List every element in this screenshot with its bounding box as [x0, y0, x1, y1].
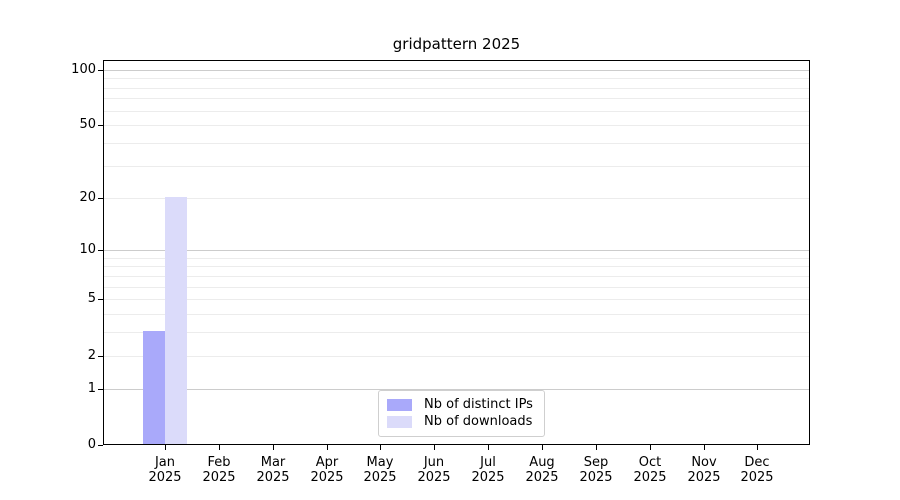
gridline-minor-80 [104, 88, 809, 89]
gridline-minor-60 [104, 111, 809, 112]
x-tick-mark-oct [650, 445, 651, 450]
x-tick-label-nov: Nov 2025 [672, 455, 736, 485]
legend: Nb of distinct IPs Nb of downloads [378, 390, 545, 437]
x-tick-month: May [366, 455, 394, 470]
legend-item-distinct-ips: Nb of distinct IPs [387, 396, 537, 414]
gridline-minor-5 [104, 299, 809, 300]
gridline-minor-9 [104, 258, 809, 259]
x-tick-label-aug: Aug 2025 [510, 455, 574, 485]
y-tick-label-100: 100 [71, 62, 96, 77]
gridline-minor-8 [104, 266, 809, 267]
y-tick-label-1: 1 [87, 381, 96, 396]
gridline-minor-40 [104, 143, 809, 144]
x-tick-label-apr: Apr 2025 [295, 455, 359, 485]
x-tick-month: Dec [744, 455, 770, 470]
bar-nb-of-distinct-ips-jan [143, 331, 165, 444]
x-tick-year: 2025 [579, 470, 613, 485]
x-tick-mark-jan [165, 445, 166, 450]
x-tick-label-may: May 2025 [348, 455, 412, 485]
gridline-minor-2 [104, 356, 809, 357]
legend-swatch-distinct-ips [387, 398, 412, 411]
gridline-minor-70 [104, 98, 809, 99]
gridline-major-100 [104, 70, 809, 71]
gridline-major-10 [104, 250, 809, 251]
x-tick-year: 2025 [633, 470, 667, 485]
chart-title: gridpattern 2025 [392, 35, 521, 53]
x-tick-year: 2025 [525, 470, 559, 485]
legend-swatch-downloads [387, 416, 412, 429]
x-tick-month: Mar [260, 455, 286, 470]
plot-area [103, 60, 810, 445]
x-tick-mark-may [380, 445, 381, 450]
x-tick-label-jun: Jun 2025 [402, 455, 466, 485]
x-tick-month: Jul [480, 455, 496, 470]
y-tick-label-50: 50 [79, 117, 96, 132]
x-tick-mark-aug [542, 445, 543, 450]
gridline-minor-3 [104, 332, 809, 333]
gridline-minor-20 [104, 198, 809, 199]
x-tick-month: Jun [423, 455, 445, 470]
x-tick-year: 2025 [363, 470, 397, 485]
gridlines-layer [104, 61, 809, 444]
x-tick-mark-nov [704, 445, 705, 450]
gridline-minor-30 [104, 166, 809, 167]
x-tick-year: 2025 [471, 470, 505, 485]
x-tick-mark-dec [757, 445, 758, 450]
x-tick-year: 2025 [687, 470, 721, 485]
x-tick-label-jan: Jan 2025 [133, 455, 197, 485]
x-tick-label-oct: Oct 2025 [618, 455, 682, 485]
x-tick-month: Feb [207, 455, 231, 470]
x-tick-month: Aug [529, 455, 555, 470]
legend-label-distinct-ips: Nb of distinct IPs [424, 396, 533, 412]
gridline-minor-90 [104, 78, 809, 79]
x-tick-label-feb: Feb 2025 [187, 455, 251, 485]
bars-layer [104, 61, 809, 444]
y-tick-label-5: 5 [87, 291, 96, 306]
y-tick-label-20: 20 [79, 190, 96, 205]
x-tick-label-dec: Dec 2025 [725, 455, 789, 485]
gridline-major-1 [104, 389, 809, 390]
x-tick-mark-apr [327, 445, 328, 450]
gridline-minor-7 [104, 276, 809, 277]
x-tick-mark-jun [434, 445, 435, 450]
y-tick-label-10: 10 [79, 242, 96, 257]
x-tick-year: 2025 [417, 470, 451, 485]
x-tick-label-jul: Jul 2025 [456, 455, 520, 485]
x-tick-year: 2025 [740, 470, 774, 485]
x-tick-month: Jan [154, 455, 176, 470]
x-tick-year: 2025 [202, 470, 236, 485]
x-tick-year: 2025 [310, 470, 344, 485]
x-tick-mark-feb [219, 445, 220, 450]
y-tick-label-2: 2 [87, 348, 96, 363]
legend-item-downloads: Nb of downloads [387, 414, 537, 432]
x-tick-label-sep: Sep 2025 [564, 455, 628, 485]
y-tick-label-0: 0 [87, 437, 96, 452]
bar-nb-of-downloads-jan [165, 197, 187, 444]
x-tick-month: Sep [583, 455, 609, 470]
x-tick-year: 2025 [256, 470, 290, 485]
gridline-minor-4 [104, 314, 809, 315]
x-tick-month: Apr [315, 455, 339, 470]
x-tick-month: Nov [691, 455, 717, 470]
x-tick-mark-sep [596, 445, 597, 450]
legend-label-downloads: Nb of downloads [424, 414, 533, 430]
gridline-minor-50 [104, 125, 809, 126]
x-tick-mark-jul [488, 445, 489, 450]
x-tick-mark-mar [273, 445, 274, 450]
gridline-minor-6 [104, 287, 809, 288]
x-tick-month: Oct [638, 455, 662, 470]
x-tick-year: 2025 [148, 470, 182, 485]
x-tick-label-mar: Mar 2025 [241, 455, 305, 485]
y-tick-mark-0 [98, 445, 103, 446]
